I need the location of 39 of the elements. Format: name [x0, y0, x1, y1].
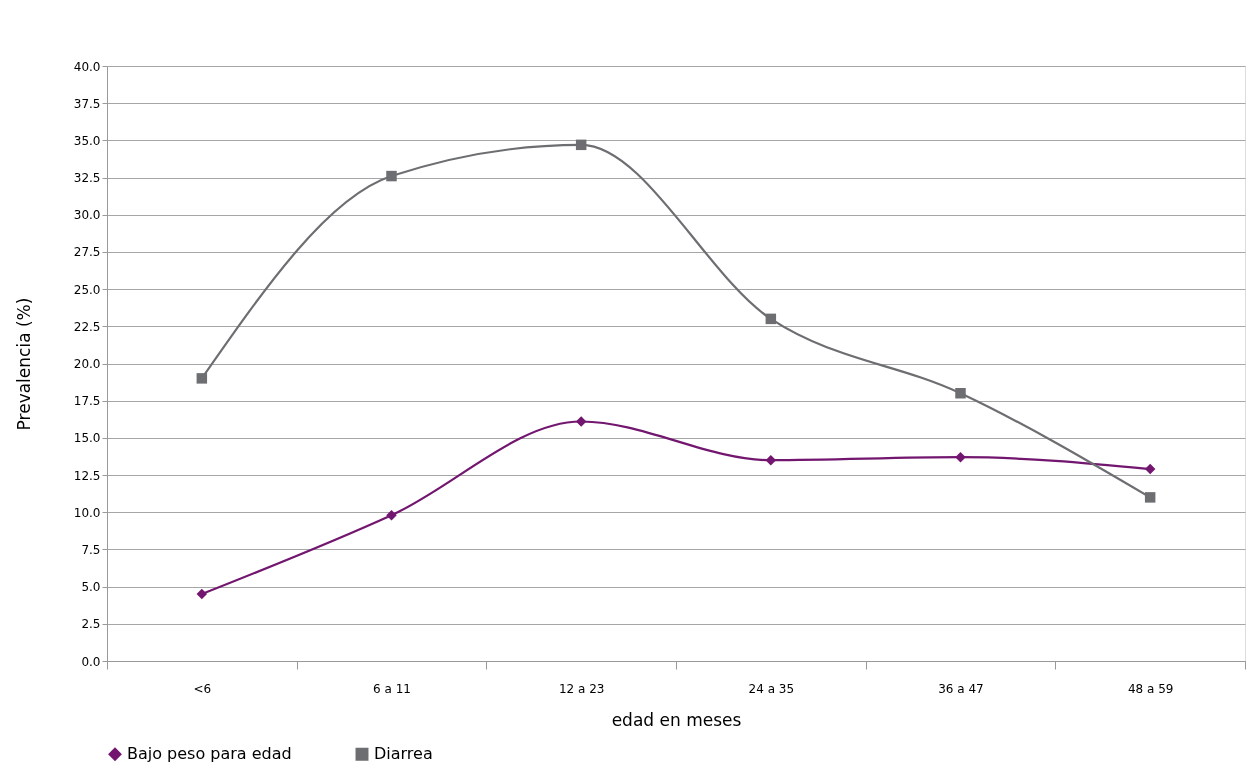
y-tick-label: 37.5 [73, 96, 101, 111]
point [765, 313, 777, 325]
point [765, 454, 777, 466]
y-tick-label: 30.0 [73, 208, 101, 223]
legend-label: Bajo peso para edad [127, 744, 292, 764]
point [386, 509, 397, 521]
point [1144, 463, 1156, 475]
y-tick-label: 17.5 [73, 394, 101, 409]
point [955, 451, 966, 463]
y-tick-label: 15.0 [73, 431, 101, 446]
x-tick-label: 24 a 35 [748, 681, 795, 696]
x-axis-title: edad en meses [611, 709, 742, 730]
y-tick-label: 32.5 [73, 171, 101, 186]
point [1144, 492, 1156, 503]
y-tick-label: 10.0 [73, 505, 101, 520]
x-tick-label: <6 [193, 681, 212, 696]
y-tick-label: 5.0 [81, 580, 101, 595]
x-tick-label: 36 a 47 [938, 681, 984, 696]
x-tick-label: 6 a 11 [373, 681, 411, 696]
y-tick-label: 25.0 [73, 282, 101, 297]
point [196, 588, 208, 600]
y-tick-label: 20.0 [73, 357, 101, 371]
y-tick-label: 0.0 [81, 654, 101, 669]
y-tick-label: 22.5 [73, 319, 101, 334]
y-tick-label: 2.5 [81, 617, 101, 632]
point [955, 388, 966, 399]
y-axis-title: Prevalencia (%) [13, 297, 34, 431]
point [575, 416, 587, 427]
legend-label: Diarrea [374, 744, 433, 764]
y-tick-label: 40.0 [73, 59, 101, 74]
y-tick-label: 7.5 [81, 542, 101, 557]
y-tick-label: 35.0 [73, 133, 101, 148]
x-tick-label: 12 a 23 [558, 681, 605, 696]
x-tick-label: 48 a 59 [1127, 681, 1174, 696]
y-tick-label: 27.5 [73, 245, 101, 260]
point [575, 139, 587, 151]
point [386, 170, 397, 182]
y-tick-label: 12.5 [73, 468, 101, 483]
point [196, 373, 208, 384]
